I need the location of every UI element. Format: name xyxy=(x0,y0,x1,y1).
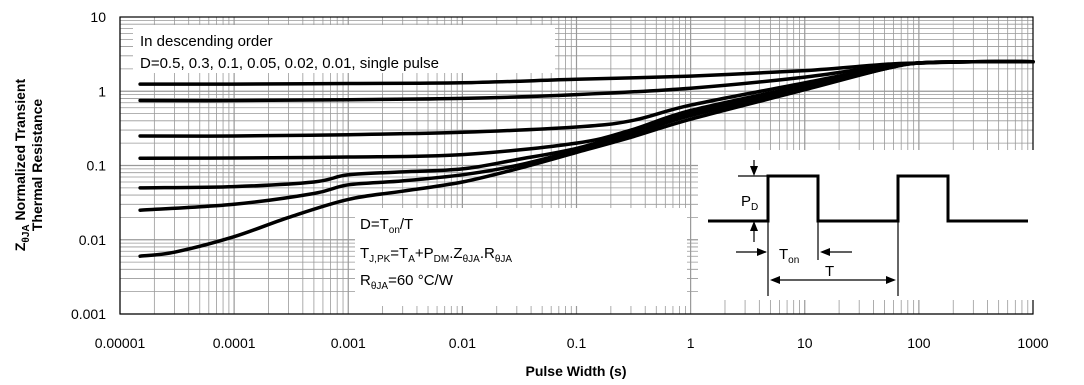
y-tick-label: 0.001 xyxy=(71,306,106,322)
x-tick-label: 0.00001 xyxy=(95,335,146,351)
x-tick-labels: 0.00001 0.0001 0.001 0.01 0.1 1 10 100 1000 xyxy=(95,335,1049,351)
curves xyxy=(138,59,1035,258)
x-tick-label: 100 xyxy=(907,335,931,351)
pulse-waveform xyxy=(708,174,1028,223)
formula-duty: D=Ton/T xyxy=(360,216,413,236)
y-axis-title-symbol: Z xyxy=(12,242,28,251)
inset-ton-label: Ton xyxy=(779,246,799,266)
y-tick-labels: 0.001 0.01 0.1 1 10 xyxy=(71,9,106,322)
x-tick-label: 1 xyxy=(687,335,695,351)
y-axis-title: ZθJA Normalized Transient Thermal Resist… xyxy=(12,79,45,252)
legend-note-line2: D=0.5, 0.3, 0.1, 0.05, 0.02, 0.01, singl… xyxy=(140,55,439,72)
y-axis-title-line2: Thermal Resistance xyxy=(29,99,45,231)
y-axis-title-line1: Normalized Transient xyxy=(12,79,28,221)
inset-t-label: T xyxy=(825,263,834,280)
y-tick-label: 10 xyxy=(90,9,106,25)
inset-pd-label: PD xyxy=(741,193,758,213)
x-tick-label: 1000 xyxy=(1017,335,1048,351)
series-line-6 xyxy=(138,59,1035,258)
y-tick-label: 0.1 xyxy=(87,158,107,174)
pulse-inset-box xyxy=(698,150,1043,300)
series-line-3 xyxy=(138,59,1035,161)
formula-box xyxy=(355,208,687,306)
legend-note-box xyxy=(133,25,555,73)
formula-r: RθJA=60 °C/W xyxy=(360,272,454,292)
x-tick-label: 0.0001 xyxy=(213,335,256,351)
x-axis-title: Pulse Width (s) xyxy=(526,363,627,379)
y-axis-title-symbol-sub: θJA xyxy=(21,224,32,242)
y-tick-label: 1 xyxy=(98,83,106,99)
svg-text:ZθJA Normalized Transient: ZθJA Normalized Transient xyxy=(12,79,32,252)
x-tick-label: 0.1 xyxy=(567,335,587,351)
x-tick-label: 10 xyxy=(797,335,813,351)
formula-tj: TJ,PK=TA+PDM.ZθJA.RθJA xyxy=(360,245,512,265)
y-tick-label: 0.01 xyxy=(79,232,106,248)
pulse-arrowheads xyxy=(750,166,896,284)
legend-note-line1: In descending order xyxy=(140,33,273,50)
x-tick-label: 0.001 xyxy=(331,335,366,351)
x-tick-label: 0.01 xyxy=(449,335,476,351)
